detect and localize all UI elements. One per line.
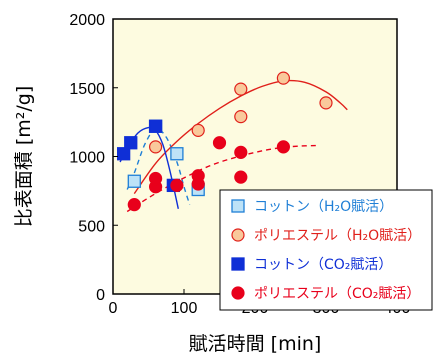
data-point-series-3: [117, 147, 131, 161]
data-point-series-4: [212, 136, 227, 150]
legend-marker-2: [231, 228, 245, 242]
data-point-series-4: [149, 171, 163, 186]
data-point-series-4: [276, 140, 290, 154]
data-point-series-4: [127, 198, 141, 212]
legend-marker-3: [231, 257, 245, 271]
y-tick-label: 2000: [69, 12, 105, 29]
data-point-series-2: [276, 71, 290, 85]
legend-label-1: コットン（H₂O賦活）: [254, 199, 393, 215]
legend-label-3: コットン（CO₂賦活）: [254, 257, 392, 273]
legend-marker-4: [231, 286, 245, 300]
data-points: [117, 71, 333, 212]
data-point-series-4: [191, 177, 205, 191]
data-point-series-3: [148, 119, 163, 133]
axis-ticks: 01002003004000500100015002000: [69, 12, 410, 317]
x-tick-label: 100: [171, 300, 198, 317]
data-point-series-2: [234, 82, 248, 96]
legend: コットン（H₂O賦活） ポリエステル（H₂O賦活） コットン（CO₂賦活） ポリエステ…: [219, 189, 433, 311]
legend-marker-1: [231, 199, 245, 213]
data-point-series-4: [234, 145, 248, 159]
data-point-series-2: [319, 96, 333, 110]
data-point-series-4: [234, 170, 248, 184]
legend-box: [219, 189, 433, 311]
data-point-series-4: [170, 178, 184, 192]
data-point-series-1: [170, 147, 184, 161]
y-axis-title: 比表面積 [m²/g]: [13, 86, 35, 227]
x-axis-title: 賦活時間 [min]: [189, 333, 322, 355]
data-point-series-2: [234, 110, 248, 124]
data-point-series-2: [149, 140, 163, 154]
x-tick-label: 0: [109, 300, 118, 317]
legend-label-4: ポリエステル（CO₂賦活）: [254, 286, 420, 302]
data-point-series-2: [191, 123, 205, 137]
data-point-series-1: [127, 174, 141, 188]
y-tick-label: 0: [96, 287, 105, 304]
y-tick-label: 1000: [69, 150, 105, 167]
y-tick-label: 500: [78, 218, 105, 235]
legend-label-2: ポリエステル（H₂O賦活）: [254, 228, 421, 244]
data-point-series-3: [124, 136, 138, 150]
fit-curve-series-2: [133, 79, 348, 195]
y-tick-label: 1500: [69, 81, 105, 98]
